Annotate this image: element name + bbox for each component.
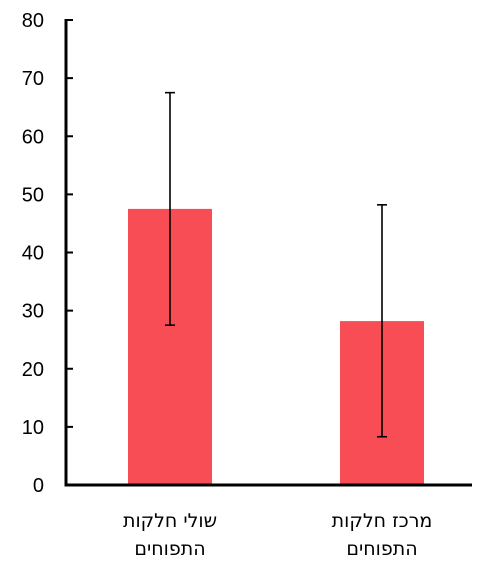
y-tick-label: 70 — [22, 68, 44, 90]
y-tick-label: 50 — [22, 184, 44, 206]
x-category-label: שולי חלקות — [123, 510, 217, 532]
x-category-label: התפוחים — [134, 538, 205, 560]
bars — [128, 208, 424, 485]
y-axis-ticks: 0 10 20 30 40 50 60 70 80 — [22, 10, 73, 497]
x-category-label: מרכז חלקות — [332, 510, 433, 532]
x-category-label: התפוחים — [346, 538, 417, 560]
error-bars — [165, 91, 387, 438]
y-tick-label: 80 — [22, 10, 44, 32]
y-tick-label: 20 — [22, 359, 44, 381]
y-tick-label: 0 — [33, 475, 44, 497]
y-tick-label: 40 — [22, 243, 44, 265]
x-axis-labels: שולי חלקות התפוחים מרכז חלקות התפוחים — [123, 510, 432, 560]
y-tick-label: 10 — [22, 417, 44, 439]
y-tick-label: 60 — [22, 126, 44, 148]
y-tick-label: 30 — [22, 301, 44, 323]
